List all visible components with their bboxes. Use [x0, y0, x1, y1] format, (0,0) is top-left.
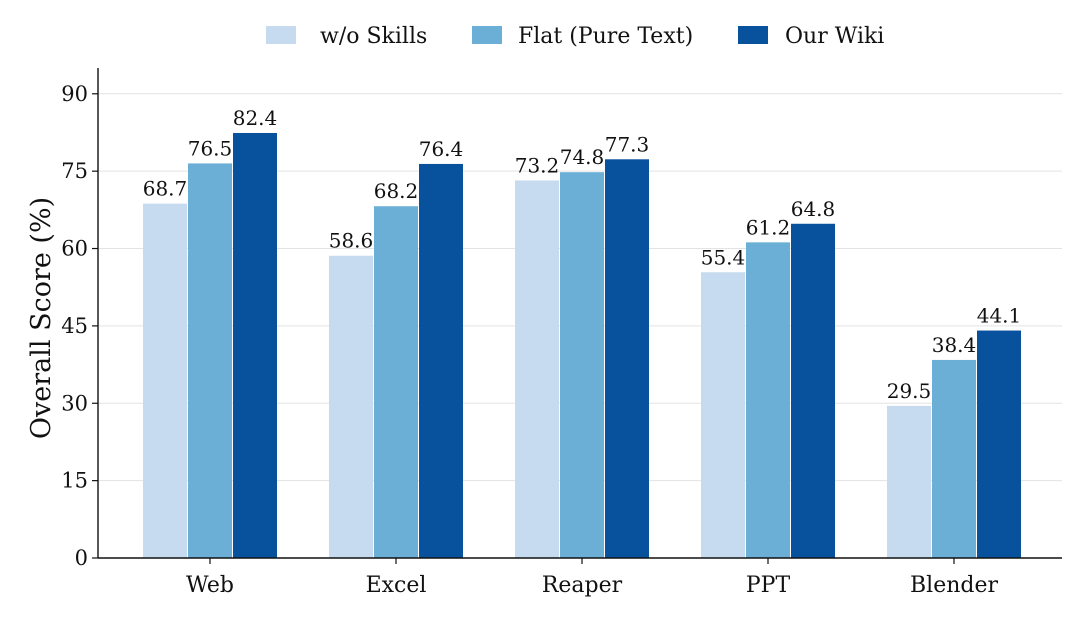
category-label-excel: Excel	[366, 573, 427, 598]
bar-web-series-2	[233, 132, 277, 558]
bar-web-series-0	[143, 203, 187, 558]
y-tick-label: 0	[75, 546, 88, 570]
bar-value-label: 68.7	[143, 177, 188, 201]
bar-value-label: 38.4	[932, 333, 977, 357]
bar-value-label: 73.2	[515, 153, 560, 177]
legend-label-2: Our Wiki	[785, 24, 884, 49]
bar-reaper-series-0	[515, 180, 559, 558]
bar-value-label: 68.2	[374, 179, 419, 203]
bar-value-label: 76.4	[419, 137, 464, 161]
bar-blender-series-0	[887, 405, 931, 558]
legend: w/o Skills Flat (Pure Text) Our Wiki	[266, 24, 884, 49]
bar-value-label: 64.8	[791, 197, 836, 221]
bar-blender-series-1	[932, 359, 976, 558]
bar-ppt-series-2	[791, 223, 835, 558]
bar-excel-series-1	[374, 206, 418, 559]
bar-excel-series-0	[329, 255, 373, 558]
bar-value-label: 82.4	[233, 106, 278, 130]
bar-value-label: 76.5	[188, 136, 233, 160]
legend-swatch-1	[472, 26, 502, 44]
category-label-reaper: Reaper	[542, 573, 623, 598]
bar-value-label: 58.6	[329, 229, 374, 253]
legend-swatch-0	[266, 26, 296, 44]
y-tick-label: 75	[61, 159, 88, 183]
legend-swatch-2	[738, 26, 768, 44]
bar-value-label: 61.2	[746, 215, 791, 239]
bar-ppt-series-0	[701, 272, 745, 558]
axes: 0 15 30 45 60 75 90 Web Excel Reaper PPT Blender	[61, 68, 1062, 598]
bar-ppt-series-1	[746, 242, 790, 558]
bar-web-series-1	[188, 163, 232, 558]
bar-reaper-series-1	[560, 172, 604, 559]
bar-value-label: 29.5	[887, 379, 932, 403]
y-tick-label: 15	[61, 469, 88, 493]
bar-excel-series-2	[419, 163, 463, 559]
bars	[143, 132, 1021, 559]
value-labels: 68.776.582.4 58.6 68.276.4 73.2 74.877.3 55.4…	[143, 106, 1022, 403]
legend-label-1: Flat (Pure Text)	[518, 24, 693, 49]
y-tick-label: 30	[61, 391, 88, 415]
y-tick-label: 90	[61, 82, 88, 106]
bar-value-label: 77.3	[605, 132, 650, 156]
y-axis-label: Overall Score (%)	[26, 197, 57, 439]
bar-value-label: 55.4	[701, 245, 746, 269]
bar-value-label: 44.1	[977, 304, 1022, 328]
bar-value-label: 74.8	[560, 145, 605, 169]
y-tick-label: 45	[61, 314, 88, 338]
bar-blender-series-2	[977, 330, 1021, 558]
category-label-web: Web	[186, 573, 234, 598]
category-label-blender: Blender	[910, 573, 998, 598]
bar-reaper-series-2	[605, 159, 649, 558]
legend-label-0: w/o Skills	[320, 24, 427, 49]
category-label-ppt: PPT	[746, 573, 791, 598]
y-tick-label: 60	[61, 237, 88, 261]
